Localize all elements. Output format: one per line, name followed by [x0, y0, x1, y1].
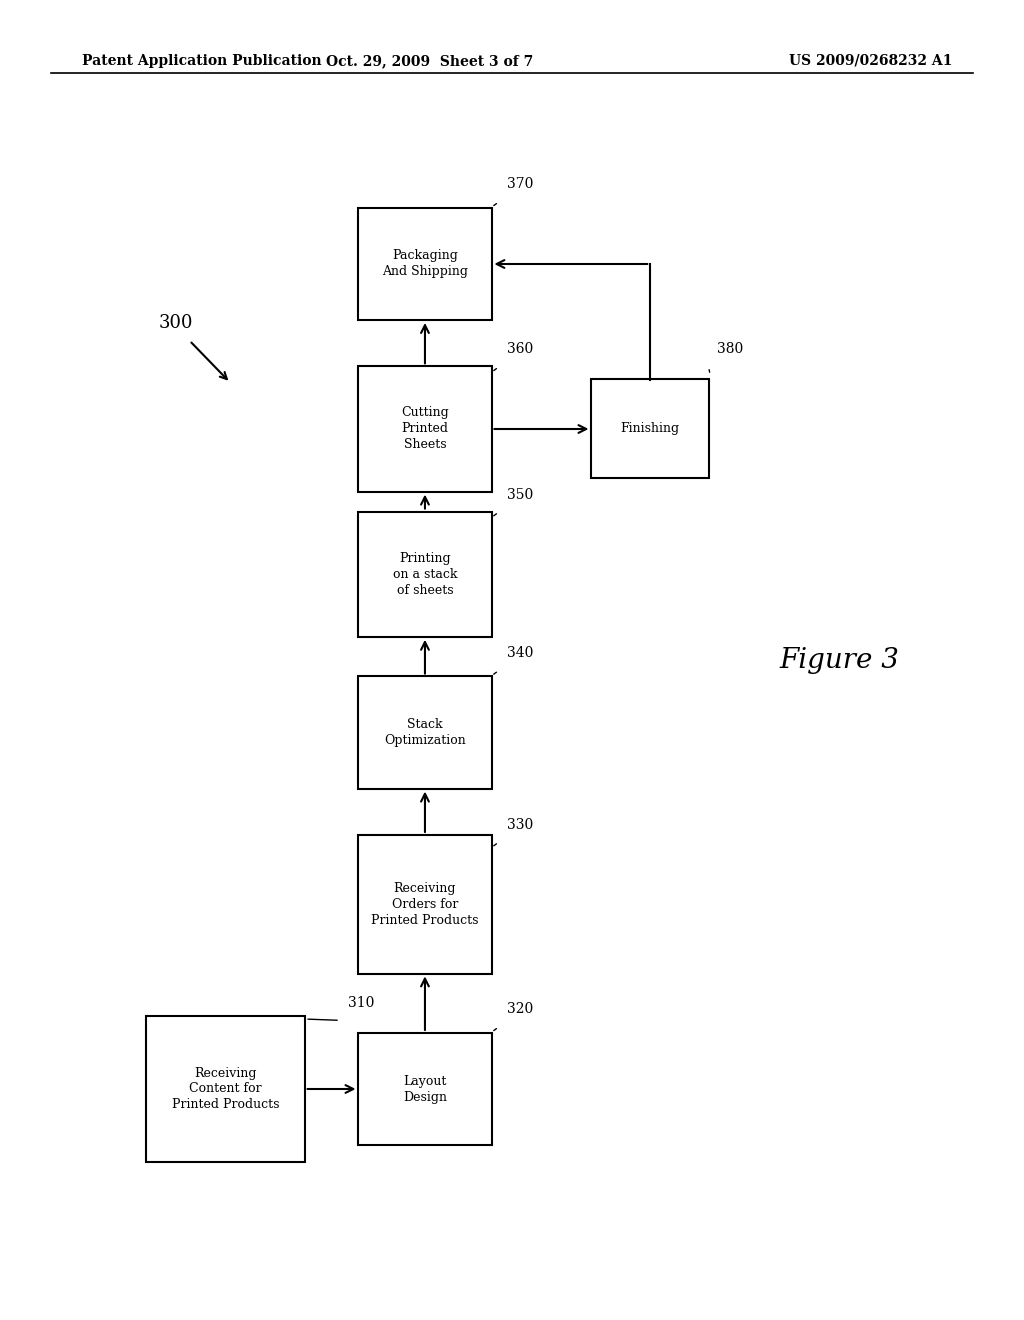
Text: Stack
Optimization: Stack Optimization [384, 718, 466, 747]
Text: Oct. 29, 2009  Sheet 3 of 7: Oct. 29, 2009 Sheet 3 of 7 [327, 54, 534, 67]
Text: 330: 330 [507, 817, 534, 832]
Bar [146, 1016, 305, 1162]
Text: US 2009/0268232 A1: US 2009/0268232 A1 [788, 54, 952, 67]
Text: 320: 320 [507, 1002, 534, 1016]
Bar [358, 836, 492, 974]
Text: Receiving
Orders for
Printed Products: Receiving Orders for Printed Products [372, 882, 478, 927]
Bar [358, 1032, 492, 1146]
Text: Printing
on a stack
of sheets: Printing on a stack of sheets [393, 552, 457, 597]
Text: 300: 300 [159, 314, 194, 333]
Text: 310: 310 [348, 995, 375, 1010]
Bar [592, 380, 709, 478]
Bar [358, 366, 492, 491]
Text: Figure 3: Figure 3 [779, 647, 900, 673]
Text: Receiving
Content for
Printed Products: Receiving Content for Printed Products [172, 1067, 279, 1111]
Text: 380: 380 [717, 342, 743, 356]
Text: Patent Application Publication: Patent Application Publication [82, 54, 322, 67]
Text: Cutting
Printed
Sheets: Cutting Printed Sheets [401, 407, 449, 451]
Text: Packaging
And Shipping: Packaging And Shipping [382, 249, 468, 279]
Text: 350: 350 [507, 487, 534, 502]
Bar [358, 676, 492, 788]
Text: Layout
Design: Layout Design [403, 1074, 446, 1104]
Bar [358, 207, 492, 319]
Text: Finishing: Finishing [621, 422, 680, 436]
Text: 340: 340 [507, 645, 534, 660]
Text: 360: 360 [507, 342, 534, 356]
Text: 370: 370 [507, 177, 534, 191]
Bar [358, 512, 492, 638]
